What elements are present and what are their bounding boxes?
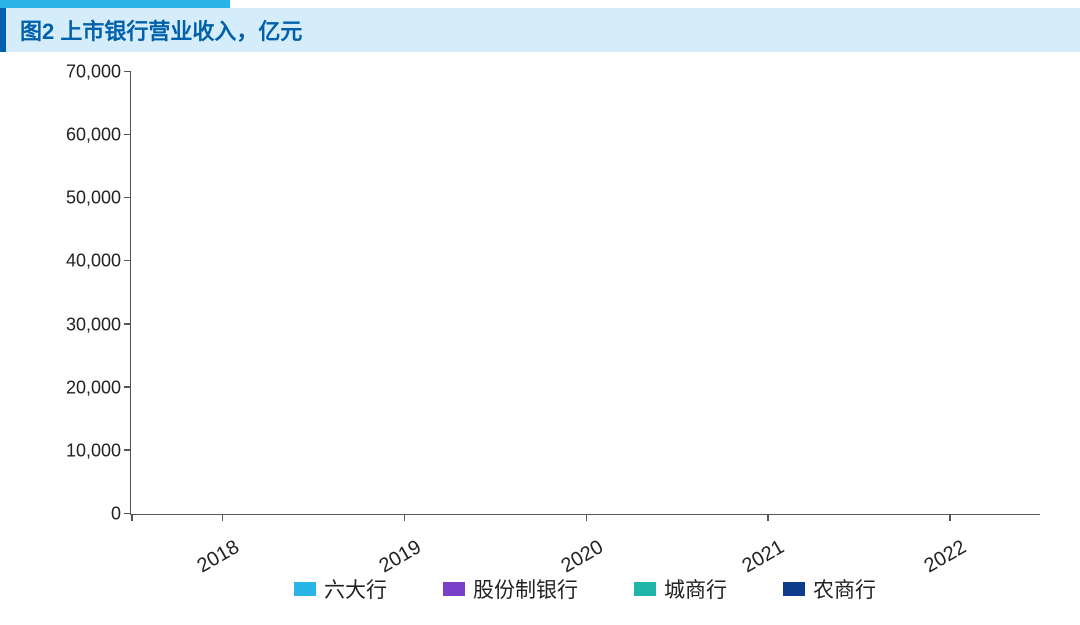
y-tick-mark [124, 197, 131, 199]
legend-label: 城商行 [664, 574, 727, 604]
legend-swatch [783, 582, 805, 596]
x-tick-mark [404, 514, 406, 521]
y-tick-label: 60,000 [66, 125, 131, 146]
y-tick-label: 50,000 [66, 188, 131, 209]
legend-item: 六大行 [294, 574, 387, 604]
y-tick-mark [124, 260, 131, 262]
y-tick-label: 40,000 [66, 251, 131, 272]
x-tick-mark [767, 514, 769, 521]
y-tick-label: 70,000 [66, 62, 131, 83]
y-tick-mark [124, 386, 131, 388]
x-tick-mark [131, 514, 133, 521]
chart-title: 图2 上市银行营业收入，亿元 [20, 14, 302, 46]
y-tick-mark [124, 323, 131, 325]
legend-swatch [634, 582, 656, 596]
legend-swatch [294, 582, 316, 596]
title-bar: 图2 上市银行营业收入，亿元 [0, 8, 1080, 52]
y-tick-label: 30,000 [66, 314, 131, 335]
x-tick-mark [586, 514, 588, 521]
legend-label: 农商行 [813, 574, 876, 604]
y-tick-label: 0 [111, 504, 131, 525]
legend: 六大行 股份制银行 城商行 农商行 [130, 573, 1040, 605]
y-tick-mark [124, 71, 131, 73]
y-tick-mark [124, 449, 131, 451]
plot-region: 010,00020,00030,00040,00050,00060,00070,… [130, 72, 1040, 515]
y-tick-mark [124, 134, 131, 136]
legend-label: 股份制银行 [473, 574, 578, 604]
legend-swatch [443, 582, 465, 596]
legend-label: 六大行 [324, 574, 387, 604]
chart-area: 010,00020,00030,00040,00050,00060,00070,… [30, 72, 1050, 605]
legend-item: 农商行 [783, 574, 876, 604]
legend-item: 股份制银行 [443, 574, 578, 604]
top-accent-bar [0, 0, 230, 8]
y-tick-label: 10,000 [66, 440, 131, 461]
legend-item: 城商行 [634, 574, 727, 604]
x-tick-mark [222, 514, 224, 521]
x-tick-mark [949, 514, 951, 521]
y-tick-label: 20,000 [66, 377, 131, 398]
y-tick-mark [124, 513, 131, 515]
